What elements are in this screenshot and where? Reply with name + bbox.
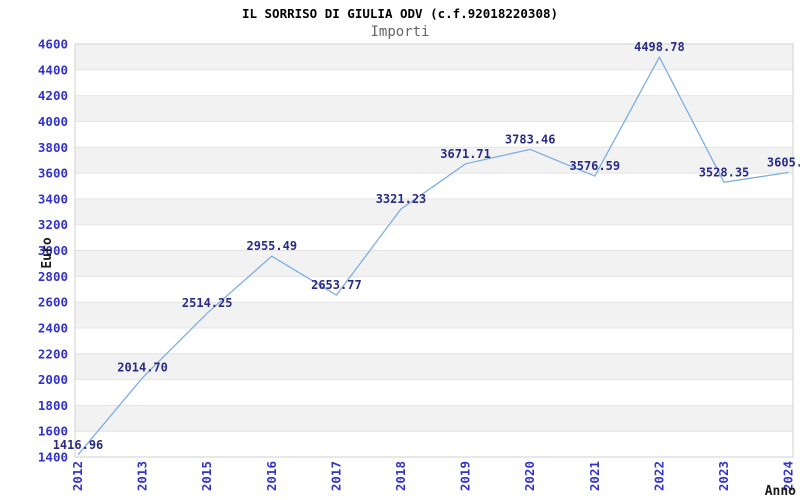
plot-band xyxy=(75,198,793,225)
plot-band xyxy=(75,379,793,406)
y-tick-label: 2800 xyxy=(38,269,68,284)
plot-band xyxy=(75,431,793,457)
point-labels: 1416.96 2014.70 2514.25 2955.49 2653.77 3321.… xyxy=(53,40,800,452)
y-tick-label: 3000 xyxy=(38,243,68,258)
y-tick-label: 1600 xyxy=(38,424,68,439)
y-tick-label: 3200 xyxy=(38,217,68,232)
x-tick-label: 2021 xyxy=(587,461,602,491)
point-value-label: 3576.59 xyxy=(570,159,621,173)
point-value-label: 1416.96 xyxy=(53,438,104,452)
plot-border xyxy=(74,43,794,458)
plot-band xyxy=(75,121,793,148)
y-axis-title: Euro xyxy=(40,237,55,268)
plot-band xyxy=(75,250,793,277)
point-value-label: 2014.70 xyxy=(117,361,168,375)
x-tick-label: 2012 xyxy=(70,461,85,491)
plot-bands xyxy=(75,44,793,457)
y-tick-labels: 1400 1600 1800 2000 2200 2400 2600 2800 3000 3200… xyxy=(38,37,68,465)
y-tick-label: 4200 xyxy=(38,88,68,103)
y-tick-label: 3600 xyxy=(38,166,68,181)
point-value-label: 3605.1 xyxy=(767,155,800,169)
y-tick-label: 2000 xyxy=(38,372,68,387)
x-tick-label: 2024 xyxy=(781,461,796,491)
y-tick-label: 3800 xyxy=(38,140,68,155)
x-tick-label: 2015 xyxy=(199,461,214,491)
x-axis-title: Anno xyxy=(765,484,796,499)
plot-band xyxy=(75,69,793,96)
y-tick-label: 2200 xyxy=(38,346,68,361)
x-tick-label: 2018 xyxy=(393,461,408,491)
chart-subtitle: Importi xyxy=(370,24,430,40)
plot-band xyxy=(75,405,793,432)
plot-band xyxy=(75,44,793,70)
y-tick-label: 4600 xyxy=(38,37,68,52)
plot-band xyxy=(75,302,793,328)
x-tick-label: 2023 xyxy=(716,461,731,491)
plot-band xyxy=(75,327,793,354)
x-tick-label: 2020 xyxy=(522,461,537,491)
point-value-label: 3783.46 xyxy=(505,132,556,146)
y-tick-label: 3400 xyxy=(38,191,68,206)
plot-band xyxy=(75,95,793,122)
point-value-label: 3528.35 xyxy=(699,165,750,179)
y-tick-label: 2600 xyxy=(38,295,68,310)
chart-title: IL SORRISO DI GIULIA ODV (c.f.9201822030… xyxy=(241,6,559,21)
y-tick-label: 1800 xyxy=(38,398,68,413)
x-tick-label: 2022 xyxy=(651,461,666,491)
data-polyline xyxy=(77,55,789,456)
x-tick-label: 2017 xyxy=(328,461,343,491)
y-tick-label: 4400 xyxy=(38,62,68,77)
x-tick-label: 2016 xyxy=(264,461,279,491)
data-line xyxy=(77,55,789,456)
plot-band xyxy=(75,276,793,303)
x-tick-labels: 2012 2013 2015 2016 2017 2018 2019 2020 2021 2022… xyxy=(70,461,796,491)
point-value-label: 2955.49 xyxy=(247,239,298,253)
point-value-label: 2514.25 xyxy=(182,296,233,310)
point-value-label: 3321.23 xyxy=(376,192,427,206)
x-tick-label: 2019 xyxy=(458,461,473,491)
plot-band xyxy=(75,353,793,380)
point-value-label: 4498.78 xyxy=(634,40,685,54)
plot-band xyxy=(75,147,793,174)
y-tick-label: 4000 xyxy=(38,114,68,129)
point-value-label: 3671.71 xyxy=(440,147,491,161)
plot-band xyxy=(75,224,793,251)
y-tick-label: 1400 xyxy=(38,450,68,465)
y-tick-label: 2400 xyxy=(38,320,68,335)
point-value-label: 2653.77 xyxy=(311,278,362,292)
x-tick-label: 2013 xyxy=(135,461,150,491)
